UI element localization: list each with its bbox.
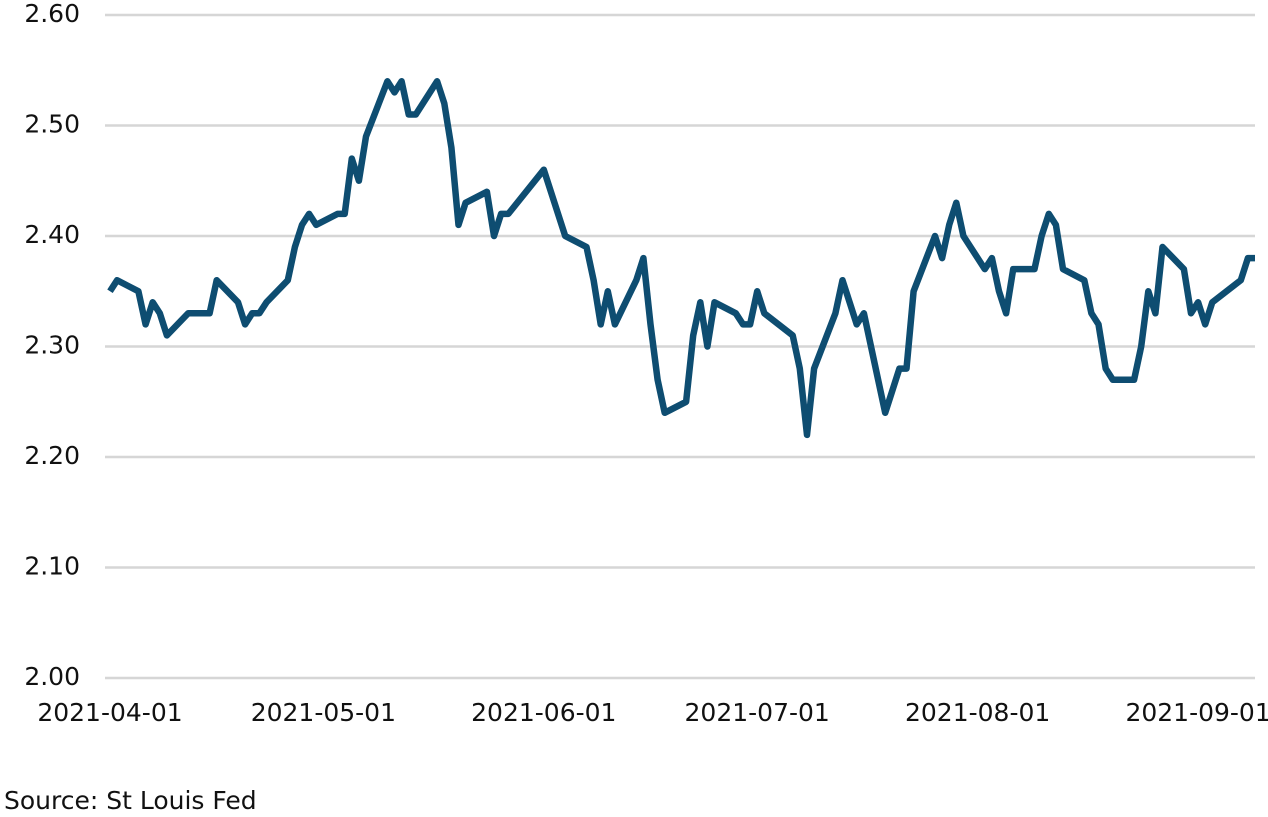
- x-tick-label: 2021-04-01: [37, 698, 182, 727]
- y-tick-label: 2.30: [24, 331, 80, 360]
- x-tick-label: 2021-06-01: [471, 698, 616, 727]
- x-tick-label: 2021-07-01: [685, 698, 830, 727]
- data-line: [107, 78, 1255, 439]
- x-tick-label: 2021-08-01: [905, 698, 1050, 727]
- y-tick-label: 2.40: [24, 220, 80, 249]
- y-tick-label: 2.60: [24, 0, 80, 28]
- x-tick-label: 2021-05-01: [251, 698, 396, 727]
- source-note: Source: St Louis Fed: [4, 786, 257, 815]
- y-tick-label: 2.50: [24, 110, 80, 139]
- y-tick-label: 2.00: [24, 662, 80, 691]
- y-tick-label: 2.20: [24, 441, 80, 470]
- x-tick-label: 2021-09-01: [1125, 698, 1268, 727]
- y-tick-label: 2.10: [24, 552, 80, 581]
